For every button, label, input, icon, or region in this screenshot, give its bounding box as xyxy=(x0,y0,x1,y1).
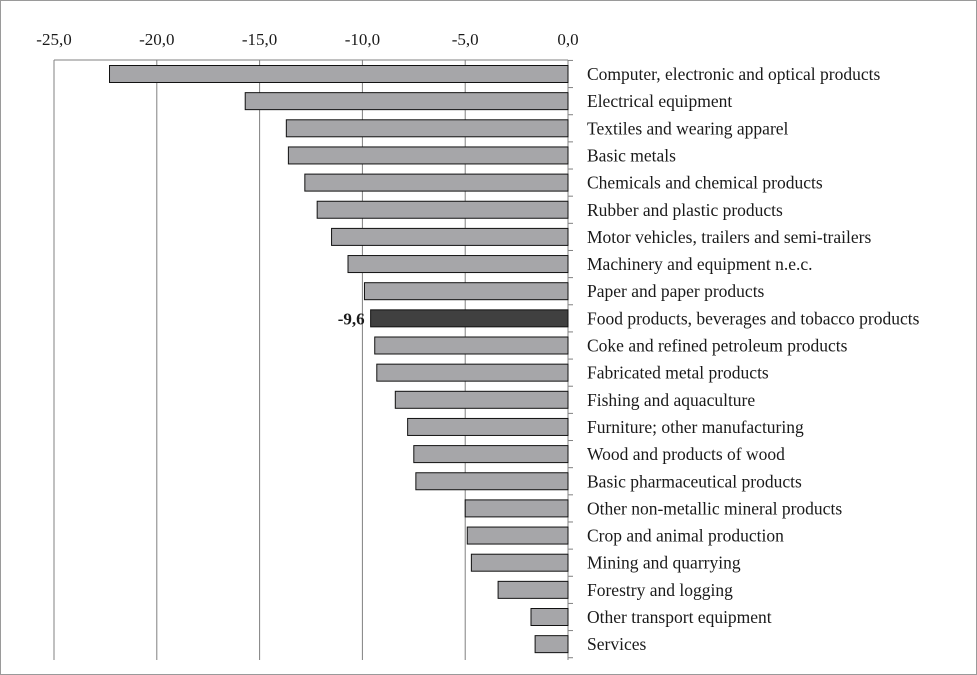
bar xyxy=(466,526,569,545)
bar xyxy=(370,309,569,328)
bar xyxy=(497,580,569,599)
bar xyxy=(244,92,569,111)
x-tick-label: -25,0 xyxy=(36,30,71,49)
category-label: Basic metals xyxy=(587,145,676,165)
bar xyxy=(534,635,569,654)
bar xyxy=(304,173,569,192)
x-axis: -25,0 -20,0 -15,0 -10,0 -5,0 0,0 xyxy=(36,30,579,660)
bar xyxy=(464,499,569,518)
bar xyxy=(407,417,569,436)
category-label: Wood and products of wood xyxy=(587,444,785,464)
category-label: Motor vehicles, trailers and semi-traile… xyxy=(587,227,871,247)
bar xyxy=(470,553,569,572)
category-label: Machinery and equipment n.e.c. xyxy=(587,254,812,274)
x-tick-label: -15,0 xyxy=(242,30,277,49)
category-label: Electrical equipment xyxy=(587,91,732,111)
category-label: Other transport equipment xyxy=(587,607,772,627)
category-label: Food products, beverages and tobacco pro… xyxy=(587,308,920,328)
bar xyxy=(331,227,569,246)
bar xyxy=(413,445,569,464)
bar xyxy=(109,65,569,83)
category-label: Fabricated metal products xyxy=(587,363,769,383)
category-label: Coke and refined petroleum products xyxy=(587,336,848,356)
bar xyxy=(347,255,569,274)
x-tick-label: 0,0 xyxy=(557,30,578,49)
bar xyxy=(363,282,569,301)
category-label: Chemicals and chemical products xyxy=(587,173,823,193)
bar xyxy=(316,200,569,219)
category-label: Crop and animal production xyxy=(587,526,784,546)
bar xyxy=(285,119,569,138)
bar xyxy=(415,472,569,491)
category-label: Fishing and aquaculture xyxy=(587,390,755,410)
category-labels: Computer, electronic and optical product… xyxy=(338,64,920,654)
x-tick-label: -10,0 xyxy=(345,30,380,49)
bar xyxy=(394,390,569,409)
bar xyxy=(374,336,569,355)
category-label: Mining and quarrying xyxy=(587,553,741,573)
category-label: Rubber and plastic products xyxy=(587,200,783,220)
x-tick-label: -5,0 xyxy=(452,30,479,49)
category-label: Paper and paper products xyxy=(587,281,765,301)
bars xyxy=(109,65,569,654)
category-label: Basic pharmaceutical products xyxy=(587,471,802,491)
category-label: Other non-metallic mineral products xyxy=(587,498,842,518)
category-label: Forestry and logging xyxy=(587,580,733,600)
bar xyxy=(287,146,569,165)
bar xyxy=(376,363,569,382)
bar xyxy=(530,608,569,626)
x-tick-label: -20,0 xyxy=(139,30,174,49)
data-label: -9,6 xyxy=(338,309,365,328)
category-label: Services xyxy=(587,634,646,654)
category-label: Furniture; other manufacturing xyxy=(587,417,804,437)
category-label: Textiles and wearing apparel xyxy=(587,118,789,138)
category-label: Computer, electronic and optical product… xyxy=(587,64,880,84)
